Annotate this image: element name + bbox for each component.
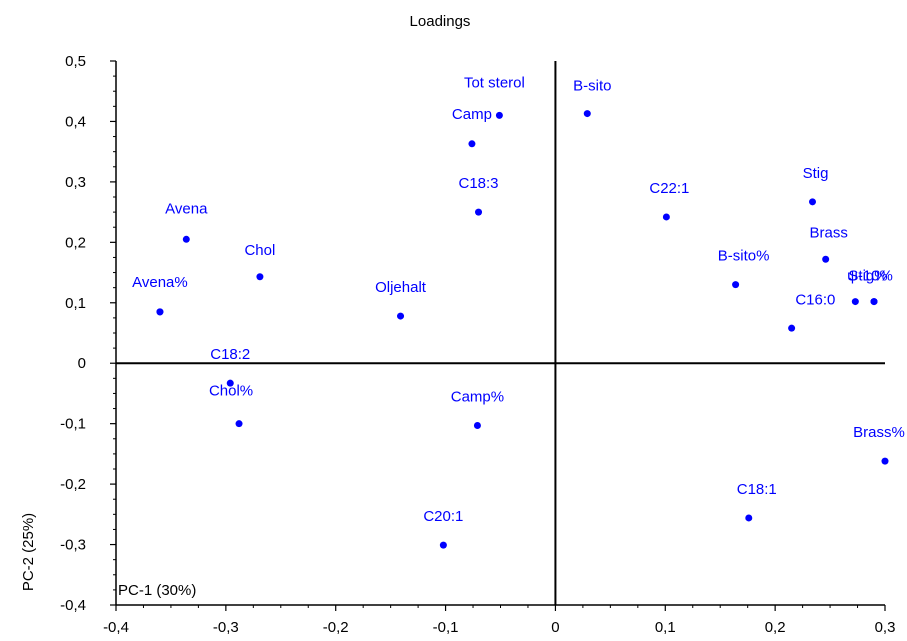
data-point [475,208,483,216]
data-point [788,324,796,332]
data-point [182,235,190,243]
y-tick-label: 0,1 [65,295,86,312]
x-tick-label: 0,3 [875,619,896,636]
point-label: Camp [452,106,492,123]
y-tick-label: -0,1 [60,416,86,433]
y-tick-label: -0,4 [60,597,86,614]
point-label: B-sito [573,78,611,95]
data-point [822,255,830,263]
point-label: Camp% [451,388,504,405]
point-label: B-sito% [718,248,770,265]
y-tick-label: 0,4 [65,113,86,130]
point-label: Stig [803,165,829,182]
point-label: C22:1 [649,180,689,197]
y-tick-label: 0,5 [65,53,86,70]
x-tick-label: -0,3 [213,619,239,636]
y-axis-ticks: -0,4 -0,3 -0,2 -0,1 0 0,1 0,2 0,3 0,4 0,5 [60,53,116,614]
data-point [468,140,476,148]
point-label: Stig% [848,268,887,285]
point-label: C18:3 [459,175,499,192]
y-axis-label: PC-2 (25%) [20,513,37,591]
y-tick-label: -0,2 [60,476,86,493]
data-point [473,421,481,429]
data-point [808,198,816,206]
point-label: Avena [165,200,208,217]
x-axis-label: PC-1 (30%) [118,582,196,599]
data-points: Avena Chol Avena% C18:2 Chol% Oljehalt Camp Tot… [132,74,905,549]
point-label: C16:0 [795,292,835,309]
point-label: Brass% [853,424,905,441]
data-point [226,379,234,387]
point-label: ψ-10% [847,268,893,285]
x-axis-ticks: -0,4 -0,3 -0,2 -0,1 0 0,1 0,2 0,3 [103,605,895,636]
point-label: Avena% [132,274,188,291]
x-tick-label: -0,4 [103,619,129,636]
data-point [870,298,878,306]
data-point [662,213,670,221]
x-tick-label: -0,1 [433,619,459,636]
data-point [439,541,447,549]
point-label: C18:2 [210,346,250,363]
point-label: C20:1 [423,508,463,525]
data-point [732,281,740,289]
data-point [156,308,164,316]
x-tick-label: 0,1 [655,619,676,636]
point-label: Chol [244,242,275,259]
point-label: C18:1 [737,481,777,498]
data-point [235,420,243,428]
y-tick-label: -0,3 [60,537,86,554]
point-label: Tot sterol [464,74,525,91]
x-tick-label: -0,2 [323,619,349,636]
data-point [745,514,753,522]
y-tick-label: 0,3 [65,174,86,191]
x-tick-label: 0,2 [765,619,786,636]
point-label: Brass [810,224,848,241]
data-point [256,273,264,281]
y-tick-label: 0 [78,355,86,372]
chart-title: Loadings [410,13,471,30]
data-point [495,111,503,119]
x-tick-label: 0 [551,619,559,636]
y-tick-label: 0,2 [65,234,86,251]
data-point [851,298,859,306]
data-point [397,312,405,320]
point-label: Chol% [209,383,253,400]
axes [115,61,885,606]
point-label: Oljehalt [375,279,427,296]
data-point [583,110,591,118]
data-point [881,457,889,465]
